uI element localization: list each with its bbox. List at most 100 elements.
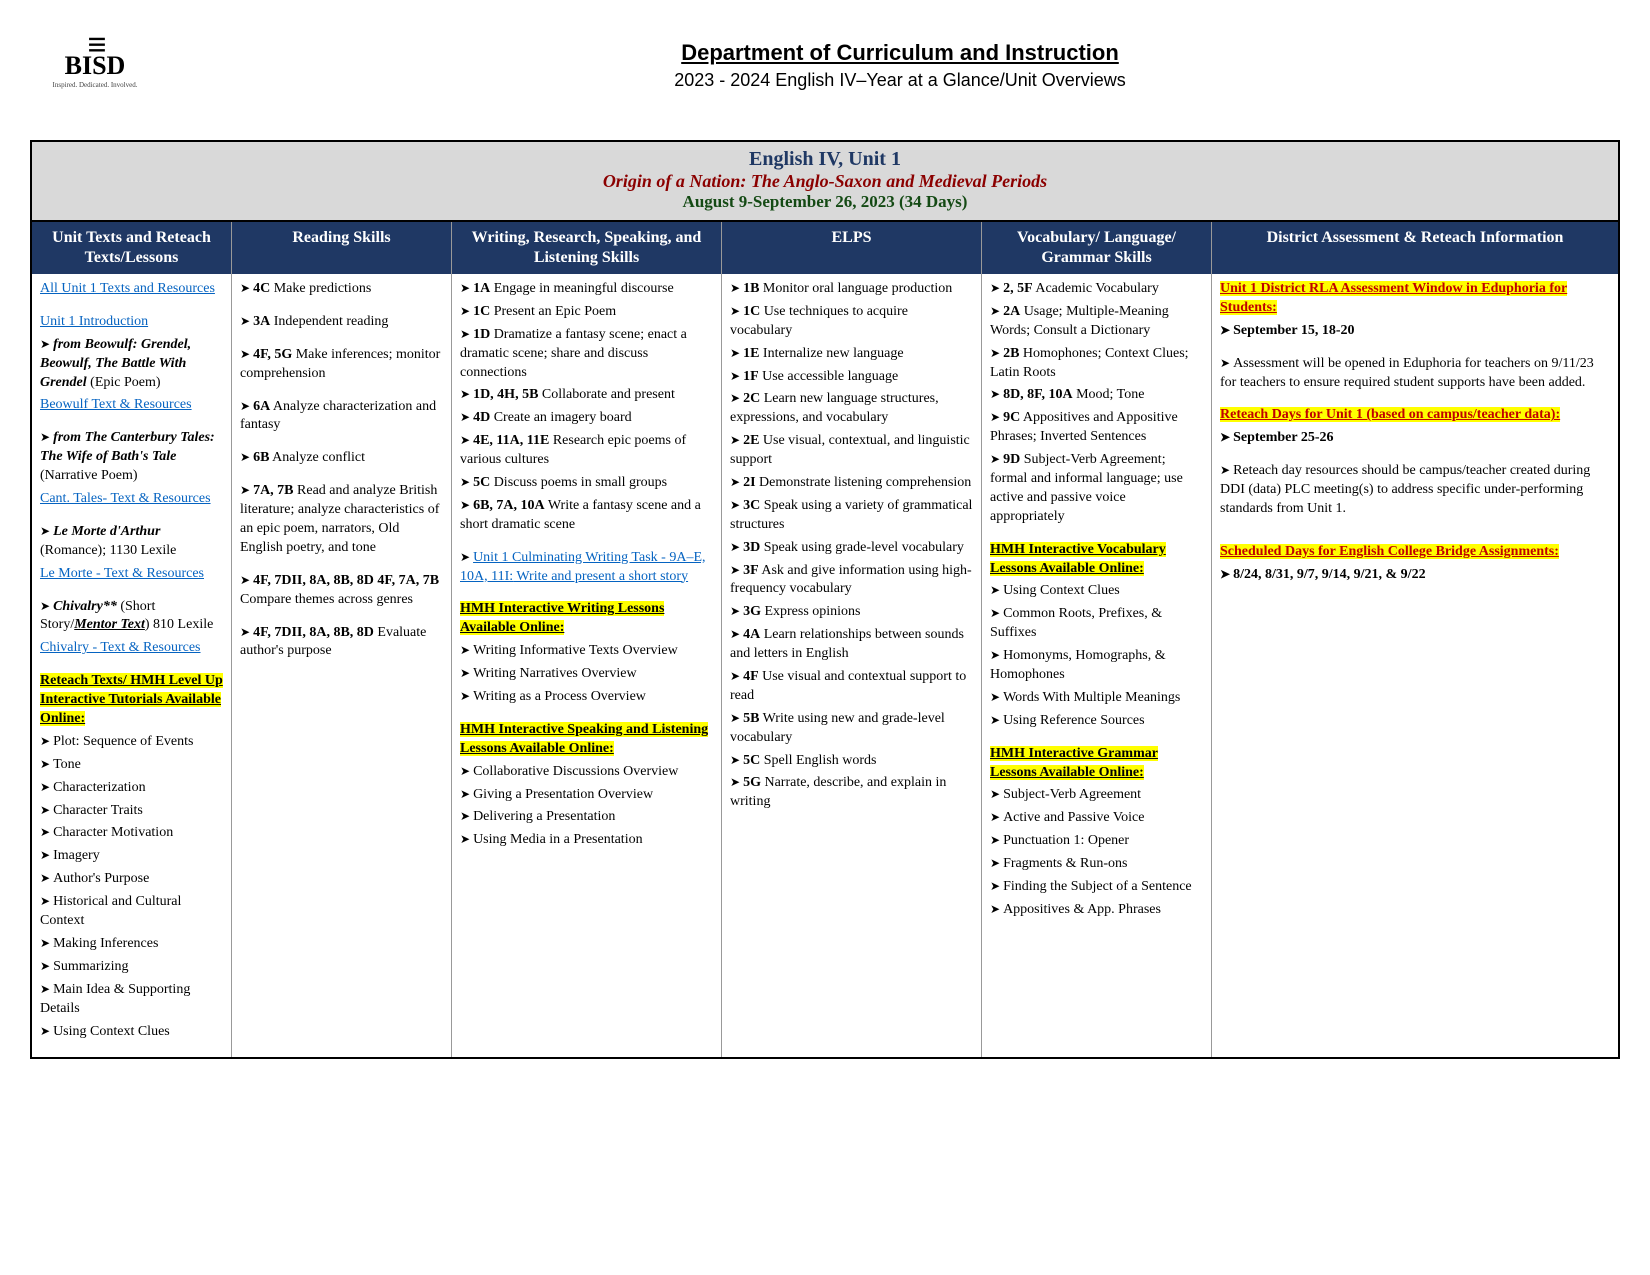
columns-header-row: Unit Texts and Reteach Texts/Lessons Rea…: [32, 222, 1618, 274]
col5-cell: 2, 5F Academic Vocabulary 2A Usage; Multi…: [982, 274, 1212, 1057]
list-item: Tone: [40, 756, 223, 775]
col4-cell: 1B Monitor oral language production1C Us…: [722, 274, 982, 1057]
skill-item: 1D, 4H, 5B Collaborate and present: [460, 386, 713, 405]
skill-item: 9C Appositives and Appositive Phrases; I…: [990, 409, 1203, 447]
list-item: Words With Multiple Meanings: [990, 689, 1203, 708]
list-item: Common Roots, Prefixes, & Suffixes: [990, 605, 1203, 643]
list-item: Characterization: [40, 779, 223, 798]
list-item: Imagery: [40, 847, 223, 866]
skill-item: 1F Use accessible language: [730, 368, 973, 387]
skill-item: 9D Subject-Verb Agreement; formal and in…: [990, 451, 1203, 527]
col3-cell: 1A Engage in meaningful discourse 1C Pres…: [452, 274, 722, 1057]
logo-main-text: BISD: [65, 51, 126, 81]
list-item: Character Motivation: [40, 824, 223, 843]
reteach-date: September 25-26: [1220, 430, 1334, 445]
list-item: Appositives & App. Phrases: [990, 901, 1203, 920]
skill-item: 4F Use visual and contextual support to …: [730, 668, 973, 706]
reteach-list: Plot: Sequence of Events Tone Characteriza…: [40, 733, 223, 1041]
skill-item: 3G Express opinions: [730, 603, 973, 622]
list-item: Plot: Sequence of Events: [40, 733, 223, 752]
logo-sub-text: Inspired. Dedicated. Involved.: [53, 81, 138, 89]
beowulf-genre: (Epic Poem): [87, 375, 161, 390]
unit-header: English IV, Unit 1 Origin of a Nation: T…: [32, 142, 1618, 222]
skill-item: 6B Analyze conflict: [240, 449, 443, 468]
list-item: Homonyms, Homographs, & Homophones: [990, 647, 1203, 685]
skill-item: 2I Demonstrate listening comprehension: [730, 474, 973, 493]
dept-title: Department of Curriculum and Instruction: [180, 40, 1620, 66]
skill-item: 3A Independent reading: [240, 313, 443, 332]
list-item: Main Idea & Supporting Details: [40, 981, 223, 1019]
skill-item: 4F, 7DII, 8A, 8B, 8D Evaluate author's p…: [240, 624, 443, 662]
skill-item: 8D, 8F, 10A Mood; Tone: [990, 386, 1203, 405]
unit1-intro-link[interactable]: Unit 1 Introduction: [40, 314, 148, 329]
subtitle: 2023 - 2024 English IV–Year at a Glance/…: [180, 70, 1620, 91]
beowulf-link[interactable]: Beowulf Text & Resources: [40, 397, 192, 412]
list-item: Punctuation 1: Opener: [990, 832, 1203, 851]
chivalry-title: Chivalry**: [53, 599, 117, 614]
list-item: Subject-Verb Agreement: [990, 786, 1203, 805]
reteach-heading: Reteach Texts/ HMH Level Up Interactive …: [40, 673, 223, 726]
reteach-days-heading: Reteach Days for Unit 1 (based on campus…: [1220, 407, 1560, 422]
logo-stripes-icon: ≡: [87, 41, 102, 51]
cant-genre: (Narrative Poem): [40, 468, 138, 483]
skill-item: 1A Engage in meaningful discourse: [460, 280, 713, 299]
list-item: Writing Informative Texts Overview: [460, 642, 713, 661]
list-item: Historical and Cultural Context: [40, 893, 223, 931]
writing-lessons-heading: HMH Interactive Writing Lessons Availabl…: [460, 601, 664, 635]
cant-link[interactable]: Cant. Tales- Text & Resources: [40, 491, 211, 506]
skill-item: 7A, 7B Read and analyze British literatu…: [240, 482, 443, 558]
skill-item: 3C Speak using a variety of grammatical …: [730, 497, 973, 535]
skill-item: 4D Create an imagery board: [460, 409, 713, 428]
culminating-link[interactable]: Unit 1 Culminating Writing Task - 9A–E, …: [460, 550, 706, 584]
skill-item: 4F, 5G Make inferences; monitor comprehe…: [240, 346, 443, 384]
mentor-text: Mentor Text: [74, 617, 145, 632]
list-item: Writing as a Process Overview: [460, 688, 713, 707]
list-item: Delivering a Presentation: [460, 808, 713, 827]
list-item: Using Context Clues: [40, 1023, 223, 1042]
list-item: Summarizing: [40, 958, 223, 977]
header-titles: Department of Curriculum and Instruction…: [180, 20, 1620, 91]
skill-item: 4E, 11A, 11E Research epic poems of vari…: [460, 432, 713, 470]
skill-item: 6A Analyze characterization and fantasy: [240, 398, 443, 436]
skill-item: 1E Internalize new language: [730, 345, 973, 364]
list-item: Finding the Subject of a Sentence: [990, 878, 1203, 897]
unit-dates: August 9-September 26, 2023 (34 Days): [32, 192, 1618, 212]
unit-theme: Origin of a Nation: The Anglo-Saxon and …: [32, 171, 1618, 192]
page-header: ≡ BISD Inspired. Dedicated. Involved. De…: [30, 20, 1620, 110]
unit-box: English IV, Unit 1 Origin of a Nation: T…: [30, 140, 1620, 1059]
chivalry-link[interactable]: Chivalry - Text & Resources: [40, 640, 201, 655]
col1-cell: All Unit 1 Texts and Resources Unit 1 In…: [32, 274, 232, 1057]
list-item: Using Reference Sources: [990, 712, 1203, 731]
vocab-lessons-heading: HMH Interactive Vocabulary Lessons Avail…: [990, 542, 1166, 576]
col-header-5: Vocabulary/ Language/ Grammar Skills: [982, 222, 1212, 274]
list-item: Character Traits: [40, 802, 223, 821]
list-item: Active and Passive Voice: [990, 809, 1203, 828]
all-texts-link[interactable]: All Unit 1 Texts and Resources: [40, 281, 215, 296]
skill-item: 2C Learn new language structures, expres…: [730, 390, 973, 428]
skill-item: 4C Make predictions: [240, 280, 443, 299]
col-header-1: Unit Texts and Reteach Texts/Lessons: [32, 222, 232, 274]
skill-item: 2A Usage; Multiple-Meaning Words; Consul…: [990, 303, 1203, 341]
morte-link[interactable]: Le Morte - Text & Resources: [40, 566, 204, 581]
list-item: Using Media in a Presentation: [460, 831, 713, 850]
grammar-lessons-heading: HMH Interactive Grammar Lessons Availabl…: [990, 746, 1158, 780]
rla-heading: Unit 1 District RLA Assessment Window in…: [1220, 281, 1567, 315]
morte-title: Le Morte d'Arthur: [53, 524, 160, 539]
bridge-heading: Scheduled Days for English College Bridg…: [1220, 544, 1559, 559]
skill-item: 6B, 7A, 10A Write a fantasy scene and a …: [460, 497, 713, 535]
speaking-lessons-heading: HMH Interactive Speaking and Listening L…: [460, 722, 708, 756]
skill-item: 3D Speak using grade-level vocabulary: [730, 539, 973, 558]
skill-item: 5C Discuss poems in small groups: [460, 474, 713, 493]
skill-item: 2, 5F Academic Vocabulary: [990, 280, 1203, 299]
list-item: Using Context Clues: [990, 582, 1203, 601]
skill-item: 4A Learn relationships between sounds an…: [730, 626, 973, 664]
assessment-note: Assessment will be opened in Eduphoria f…: [1220, 356, 1594, 390]
col-header-2: Reading Skills: [232, 222, 452, 274]
list-item: Writing Narratives Overview: [460, 665, 713, 684]
skill-item: 5C Spell English words: [730, 752, 973, 771]
skill-item: 1C Present an Epic Poem: [460, 303, 713, 322]
unit-title: English IV, Unit 1: [32, 148, 1618, 171]
skill-item: 4F, 7DII, 8A, 8B, 8D 4F, 7A, 7B Compare …: [240, 572, 443, 610]
skill-item: 1D Dramatize a fantasy scene; enact a dr…: [460, 326, 713, 383]
col-header-4: ELPS: [722, 222, 982, 274]
